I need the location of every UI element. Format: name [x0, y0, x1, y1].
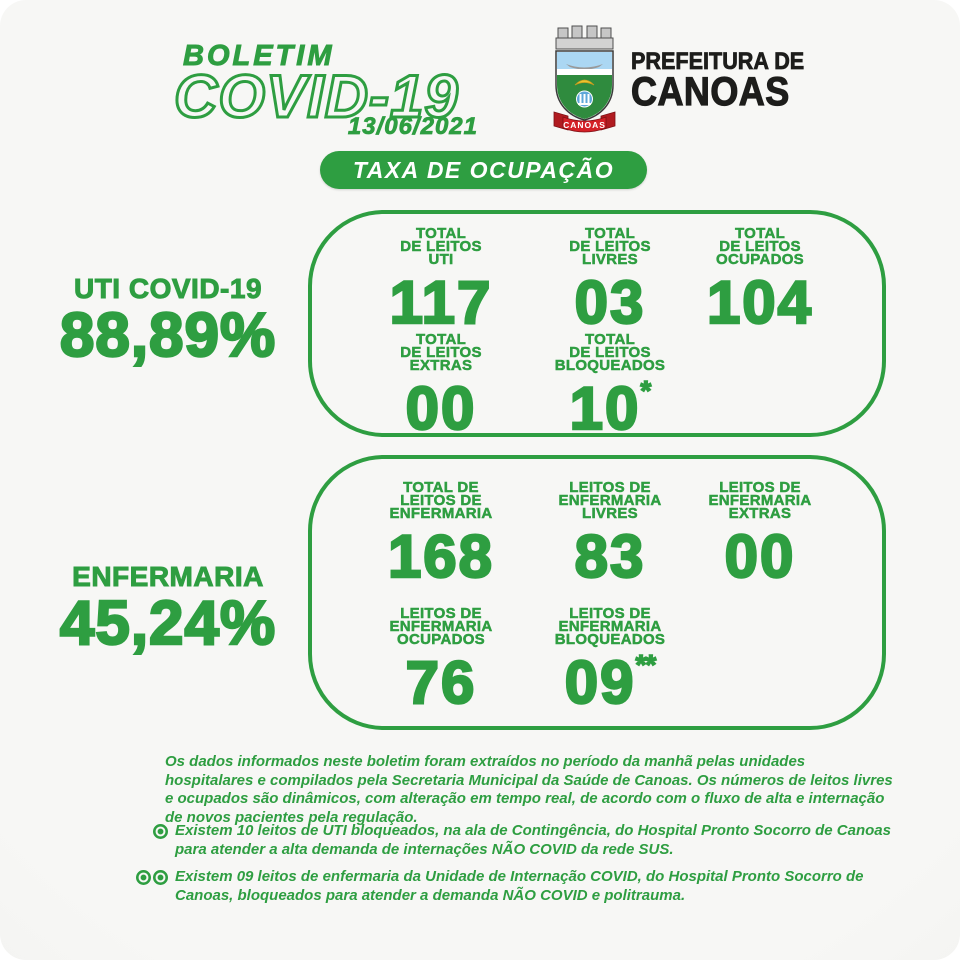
- stat-enf-total: TOTAL DE LEITOS DE ENFERMARIA 168: [346, 479, 536, 591]
- bulletin-date: 13/06/2021: [347, 113, 478, 141]
- uti-label: UTI COVID-19: [73, 273, 263, 305]
- org-line1: PREFEITURA DE: [631, 48, 805, 75]
- uti-rate-block: UTI COVID-19 88,89%: [32, 273, 304, 370]
- stat-label: TOTAL DE LEITOS BLOQUEADOS: [554, 331, 666, 374]
- crest-banner-text: CANOAS: [563, 120, 606, 130]
- stat-label: TOTAL DE LEITOS DE ENFERMARIA: [389, 479, 493, 522]
- stat-label: LEITOS DE ENFERMARIA OCUPADOS: [389, 605, 493, 648]
- footnote-1-markers: [132, 822, 168, 839]
- stat-label: TOTAL DE LEITOS LIVRES: [569, 225, 651, 268]
- stat-label: TOTAL DE LEITOS UTI: [400, 225, 482, 268]
- enfermaria-label: ENFERMARIA: [72, 561, 264, 593]
- stat-uti-total: TOTAL DE LEITOS UTI 117: [346, 225, 536, 337]
- stat-value: 83: [573, 523, 646, 591]
- bullet-dot-icon: [136, 870, 151, 885]
- stat-label: LEITOS DE ENFERMARIA EXTRAS: [708, 479, 812, 522]
- footer-paragraph: Os dados informados neste boletim foram …: [165, 753, 893, 826]
- enfermaria-rate-value: 45,24%: [59, 589, 277, 658]
- stat-value: 09**: [563, 649, 657, 717]
- stat-value: 117: [388, 269, 493, 337]
- footnote-marker: **: [635, 649, 657, 681]
- stat-enf-ocupados: LEITOS DE ENFERMARIA OCUPADOS 76: [346, 605, 536, 717]
- stat-enf-livres: LEITOS DE ENFERMARIA LIVRES 83: [515, 479, 705, 591]
- stat-value: 00: [404, 375, 477, 443]
- stat-uti-extras: TOTAL DE LEITOS EXTRAS 00: [346, 331, 536, 443]
- occupancy-rate-banner: TAXA DE OCUPAÇÃO: [320, 151, 647, 189]
- enfermaria-rate-block: ENFERMARIA 45,24%: [32, 561, 304, 658]
- footnote-1-text: Existem 10 leitos de UTI bloqueados, na …: [175, 822, 891, 858]
- title-covid19: COVID-19: [173, 62, 460, 132]
- footnote-2-text: Existem 09 leitos de enfermaria da Unida…: [175, 868, 864, 904]
- footnote-2-markers: [132, 868, 168, 885]
- stat-value: 03: [573, 269, 646, 337]
- stat-value: 00: [723, 523, 796, 591]
- footnote-1: Existem 10 leitos de UTI bloqueados, na …: [132, 822, 892, 859]
- stat-enf-bloqueados: LEITOS DE ENFERMARIA BLOQUEADOS 09**: [515, 605, 705, 717]
- stat-enf-extras: LEITOS DE ENFERMARIA EXTRAS 00: [665, 479, 855, 591]
- stat-uti-bloqueados: TOTAL DE LEITOS BLOQUEADOS 10*: [515, 331, 705, 443]
- stat-value: 104: [706, 269, 814, 337]
- footnote-marker: *: [640, 375, 652, 407]
- stat-uti-ocupados: TOTAL DE LEITOS OCUPADOS 104: [665, 225, 855, 337]
- stat-uti-livres: TOTAL DE LEITOS LIVRES 03: [515, 225, 705, 337]
- stat-label: TOTAL DE LEITOS EXTRAS: [400, 331, 482, 374]
- stat-label: TOTAL DE LEITOS OCUPADOS: [716, 225, 804, 268]
- org-line2: CANOAS: [630, 70, 790, 114]
- stat-value: 10*: [568, 375, 652, 443]
- canoas-crest-icon: CANOAS: [546, 22, 624, 141]
- enfermaria-stats-box: TOTAL DE LEITOS DE ENFERMARIA 168 LEITOS…: [308, 455, 886, 730]
- title-boletim: BOLETIM: [183, 40, 335, 73]
- bullet-dot-icon: [153, 824, 168, 839]
- uti-stats-box: TOTAL DE LEITOS UTI 117 TOTAL DE LEITOS …: [308, 210, 886, 443]
- stat-value: 168: [387, 523, 495, 591]
- uti-rate-value: 88,89%: [59, 301, 277, 370]
- stat-label: LEITOS DE ENFERMARIA BLOQUEADOS: [554, 605, 666, 648]
- stat-label: LEITOS DE ENFERMARIA LIVRES: [558, 479, 662, 522]
- org-wordmark: PREFEITURA DE CANOAS: [630, 48, 805, 114]
- footnote-2: Existem 09 leitos de enfermaria da Unida…: [132, 868, 892, 905]
- bullet-dot-icon: [153, 870, 168, 885]
- stat-value: 76: [404, 649, 477, 717]
